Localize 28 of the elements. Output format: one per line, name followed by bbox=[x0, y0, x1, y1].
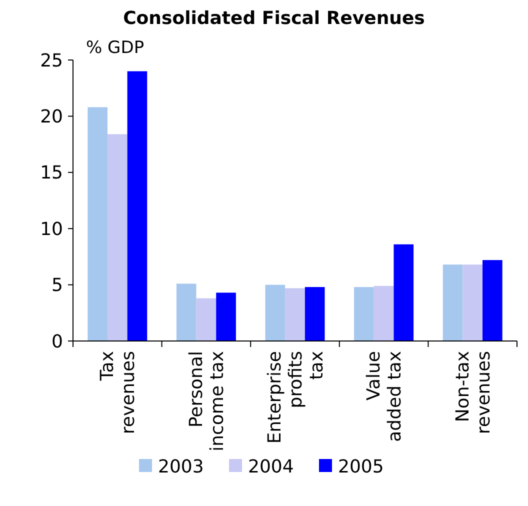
bar bbox=[374, 286, 394, 341]
y-tick-label: 10 bbox=[40, 218, 63, 240]
bar bbox=[127, 71, 148, 341]
x-tick-label: Enterprise profits tax bbox=[264, 350, 328, 444]
y-axis-title: % GDP bbox=[86, 38, 144, 58]
bar bbox=[462, 264, 483, 341]
y-tick-label: 25 bbox=[40, 50, 63, 72]
y-tick-label: 15 bbox=[40, 162, 63, 184]
bar bbox=[394, 244, 414, 341]
bar bbox=[304, 287, 325, 341]
bar bbox=[176, 284, 196, 341]
bar bbox=[196, 298, 216, 341]
chart-title: Consolidated Fiscal Revenues bbox=[123, 8, 425, 29]
y-tick-label: 5 bbox=[52, 275, 63, 296]
y-tick-label: 20 bbox=[40, 106, 63, 128]
bar bbox=[482, 260, 502, 341]
bar bbox=[88, 107, 108, 341]
y-tick-label: 0 bbox=[52, 331, 63, 352]
bar bbox=[265, 284, 286, 341]
legend-label: 2004 bbox=[248, 456, 294, 478]
bar bbox=[107, 134, 128, 341]
legend-label: 2005 bbox=[338, 456, 384, 478]
bar bbox=[442, 264, 463, 341]
x-tick-label: Tax revenues bbox=[97, 350, 140, 434]
bar bbox=[285, 288, 305, 341]
legend-label: 2003 bbox=[158, 456, 204, 478]
bar bbox=[354, 287, 374, 341]
bar bbox=[216, 292, 236, 341]
